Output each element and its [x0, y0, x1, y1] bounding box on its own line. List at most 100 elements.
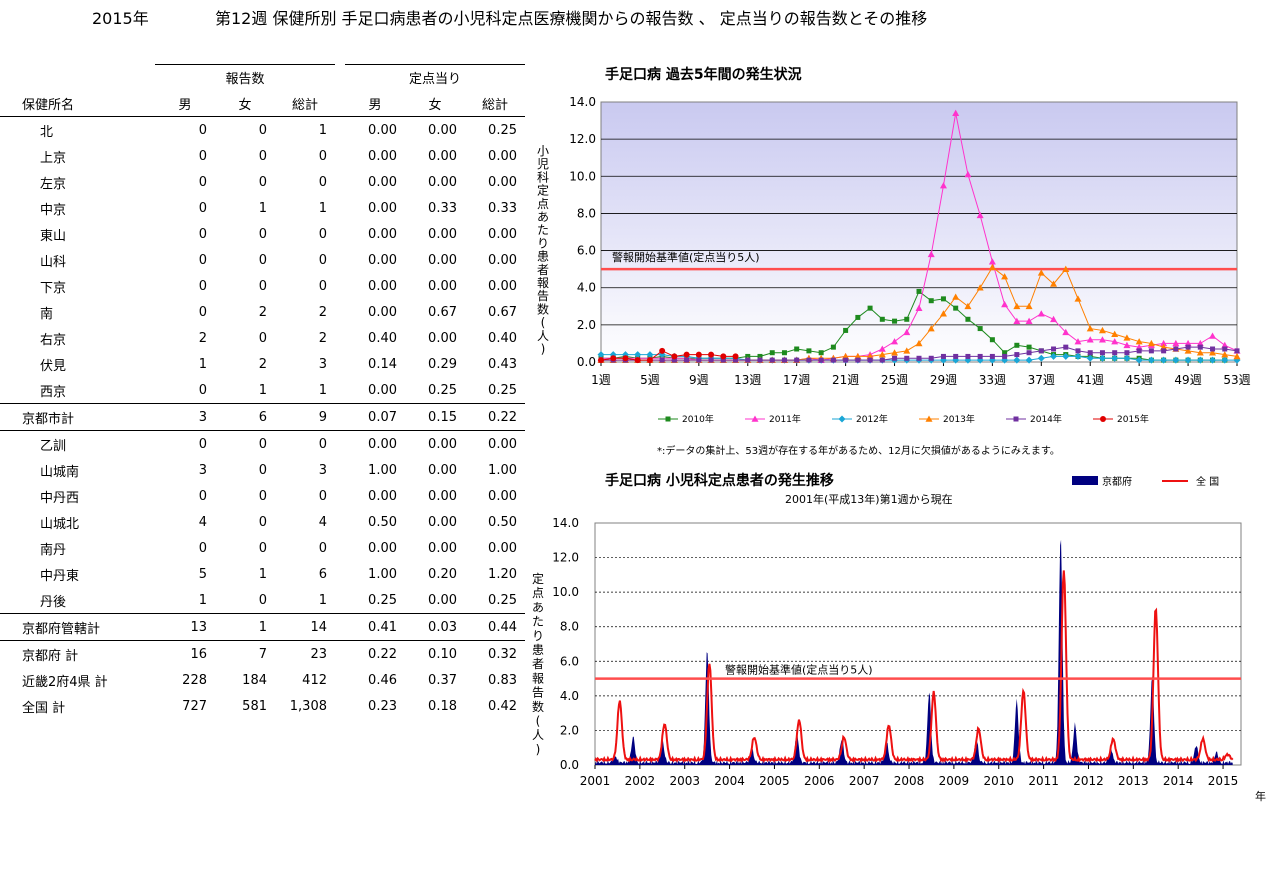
chart2-x-tick-label: 2012 — [1073, 774, 1104, 788]
cell-female: 0 — [258, 252, 267, 268]
cell-per-male: 0.00 — [368, 540, 397, 556]
cell-male: 0 — [198, 226, 207, 242]
cell-per-male: 0.00 — [368, 200, 397, 216]
chart1-point — [1222, 346, 1228, 352]
table-header-group-row: 報告数 定点当り — [0, 64, 525, 90]
cell-per-total: 0.25 — [488, 592, 517, 608]
chart1-point — [1234, 348, 1240, 354]
trend-chart: 手足口病 小児科定点患者の発生推移 2001年(平成13年)第1週から現在 京都府 全… — [532, 472, 1266, 803]
chart1-point — [903, 347, 911, 354]
chart1-point — [683, 351, 690, 358]
chart1-point — [1001, 300, 1009, 308]
header-female: 女 — [215, 90, 275, 117]
table-row: 京都府管轄計 13 1 14 0.41 0.03 0.44 — [0, 613, 525, 641]
cell-per-male: 0.00 — [368, 382, 397, 398]
cell-per-male: 0.00 — [368, 304, 397, 320]
chart1-point — [720, 357, 726, 363]
chart1-legend-marker — [751, 415, 759, 422]
chart1-point — [952, 293, 960, 300]
cell-per-male: 0.46 — [368, 672, 397, 688]
cell-per-male: 1.00 — [368, 566, 397, 582]
table-row: 伏見 1 2 3 0.14 0.29 0.43 — [0, 351, 525, 377]
cell-male: 0 — [198, 122, 207, 138]
chart1-legend-label: 2013年 — [943, 413, 975, 425]
chart1-legend-marker — [925, 415, 933, 422]
cell-female: 7 — [258, 646, 267, 662]
chart1-point — [916, 288, 922, 294]
table-row: 丹後 1 0 1 0.25 0.00 0.25 — [0, 587, 525, 614]
cell-female: 2 — [258, 304, 267, 320]
cell-female: 0 — [258, 540, 267, 556]
chart1-point — [610, 355, 617, 362]
chart1-point — [1196, 349, 1204, 356]
cell-per-female: 0.00 — [428, 488, 457, 504]
chart1-point — [952, 109, 960, 116]
chart1-point — [928, 298, 934, 304]
cell-per-male: 0.00 — [368, 252, 397, 268]
cell-female: 0 — [258, 462, 267, 478]
chart1-point — [976, 284, 984, 291]
chart2-x-tick-label: 2001 — [580, 774, 611, 788]
cell-total: 1,308 — [289, 698, 327, 714]
chart1-x-tick-label: 45週 — [1126, 373, 1153, 387]
chart1-point — [634, 357, 641, 364]
chart1-legend-label: 2014年 — [1030, 413, 1062, 425]
chart1-point — [939, 182, 947, 189]
chart1-point — [1025, 302, 1033, 310]
table-row: 全国 計 727 581 1,308 0.23 0.18 0.42 — [0, 693, 525, 719]
chart1-point — [1087, 350, 1093, 356]
cell-male: 0 — [198, 488, 207, 504]
chart1-point — [671, 357, 677, 363]
chart1-point — [1037, 310, 1045, 317]
cell-female: 0 — [258, 488, 267, 504]
chart1-point — [634, 351, 642, 359]
chart1-point — [794, 346, 800, 352]
chart2-threshold-label: 警報開始基準値(定点当り5人) — [725, 663, 873, 677]
chart1-point — [1209, 349, 1217, 356]
cell-female: 6 — [215, 403, 275, 431]
chart1-point — [1160, 356, 1168, 364]
cell-per-female: 0.29 — [428, 356, 457, 372]
chart1-point — [1050, 315, 1058, 323]
cell-total: 14 — [275, 613, 335, 641]
chart1-point — [597, 351, 605, 359]
cell-per-total: 0.00 — [488, 540, 517, 556]
chart1-point — [818, 357, 824, 363]
chart1-point — [1135, 338, 1143, 345]
cell-name: 近畿2府4県 計 — [22, 674, 108, 690]
chart1-point — [1051, 346, 1057, 352]
chart1-point — [915, 339, 923, 347]
cell-per-female: 0.00 — [428, 226, 457, 242]
chart1-point — [1172, 356, 1180, 364]
chart1-point — [989, 353, 995, 359]
header-per-female: 女 — [405, 90, 465, 117]
header-year: 2015年 — [92, 9, 149, 28]
chart1-point — [1014, 352, 1020, 358]
cell-female: 1 — [258, 566, 267, 582]
cell-per-total: 0.00 — [488, 488, 517, 504]
chart1-point — [939, 310, 947, 317]
chart1-point — [940, 296, 946, 302]
chart1-point — [964, 170, 972, 178]
cell-name: 北 — [40, 124, 54, 140]
chart1-x-tick-label: 13週 — [734, 373, 761, 387]
chart1-y-tick-label: 10.0 — [569, 169, 596, 183]
chart2-y-tick-label: 10.0 — [552, 585, 579, 599]
cell-per-total: 1.20 — [488, 566, 517, 582]
chart1-x-tick-label: 49週 — [1174, 373, 1201, 387]
chart1-point — [977, 353, 983, 359]
chart1-legend-label: 2011年 — [769, 413, 801, 425]
chart1-point — [1026, 344, 1032, 350]
chart1-point — [733, 357, 739, 363]
chart1-point — [1098, 354, 1106, 362]
cell-name: 中丹東 — [40, 568, 80, 584]
cell-female: 0 — [258, 436, 267, 452]
chart1-point — [1210, 346, 1216, 352]
cell-name: 京都市計 — [0, 403, 155, 431]
cell-total: 0 — [318, 174, 327, 190]
table-row: 山科 0 0 0 0.00 0.00 0.00 — [0, 247, 525, 273]
weekly-chart: 手足口病 過去5年間の発生状況 0.0 2.0 4.0 6.0 8.0 10.0 12.0 14… — [537, 66, 1251, 457]
cell-male: 2 — [198, 330, 207, 346]
chart1-point — [879, 316, 885, 322]
cell-name: 京都府 計 — [22, 648, 79, 664]
